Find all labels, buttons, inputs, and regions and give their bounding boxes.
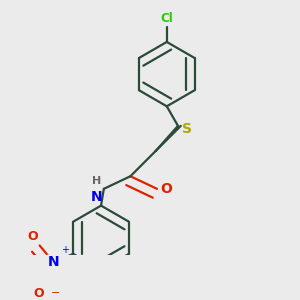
Text: +: + <box>61 245 69 255</box>
Text: S: S <box>182 122 192 136</box>
Text: N: N <box>91 190 102 204</box>
Text: O: O <box>28 230 38 243</box>
Text: Cl: Cl <box>160 12 173 25</box>
Text: −: − <box>51 288 60 298</box>
Text: H: H <box>92 176 101 186</box>
Text: N: N <box>48 255 59 269</box>
Text: O: O <box>160 182 172 196</box>
Text: O: O <box>33 287 44 300</box>
